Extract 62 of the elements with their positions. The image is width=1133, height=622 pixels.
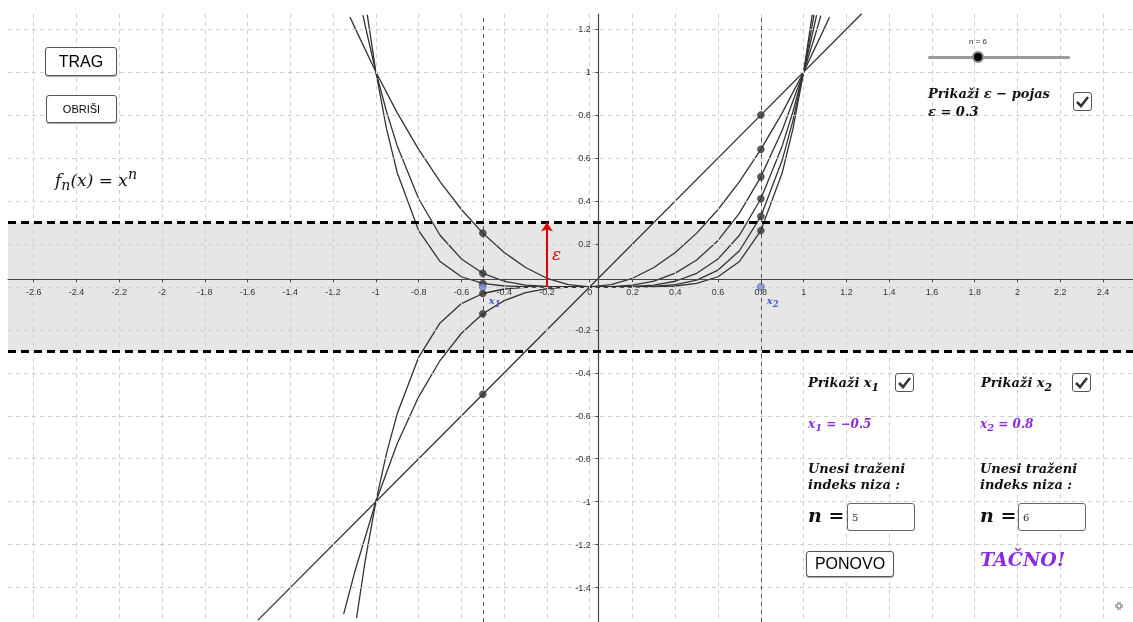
y-tick-label: -1 — [582, 496, 591, 507]
x-tick-label: -0.8 — [410, 286, 427, 297]
annotation: n = — [808, 504, 845, 526]
x-tick-label: 1.8 — [968, 286, 981, 297]
annotation: Prikaži x$_{1}$ — [808, 375, 880, 394]
x-tick-label: 2.4 — [1096, 286, 1110, 297]
y-tick-label: 0.8 — [578, 109, 591, 120]
annotation: ε = 0.3 — [928, 104, 979, 119]
x-tick-label: -2 — [157, 286, 166, 297]
x-tick-label: 1.4 — [882, 286, 896, 297]
button: TRAG — [45, 47, 117, 76]
x-tick-label: 0.4 — [669, 286, 682, 297]
x-tick-label: 0 — [587, 286, 593, 297]
x-tick-label: 2 — [1015, 286, 1021, 297]
annotation: PONOVO — [814, 555, 886, 573]
x-tick-label: 0.8 — [754, 286, 768, 297]
x-tick-label: -1.6 — [239, 286, 256, 297]
button: OBRIŠI — [46, 95, 117, 123]
annotation: TAČNO! — [980, 548, 1066, 570]
annotation: Unesi traženi indeks niza : — [808, 461, 907, 493]
annotation: Prikaži x$_{2}$ — [981, 375, 1053, 394]
annotation: OBRIŠI — [62, 103, 101, 115]
x-tick-label: -0.6 — [453, 286, 470, 297]
x-tick-label: -1.8 — [197, 286, 213, 297]
annotation: f$_{n}$(x) = x$^{n}$ — [55, 166, 138, 194]
x-tick-label: -1.4 — [282, 286, 299, 297]
annotation: TRAG — [58, 52, 104, 71]
x-tick-label: 1 — [801, 286, 807, 297]
annotation: Prikaži ε − pojas — [928, 86, 1050, 101]
y-tick-label: 0.2 — [578, 238, 591, 249]
annotation: x$_{2}$ — [766, 294, 779, 309]
annotation: x$_{1}$ — [488, 294, 501, 309]
x-tick-label: -2.2 — [111, 286, 127, 297]
y-tick-label: -0.6 — [575, 410, 591, 421]
y-tick-label: -0.4 — [575, 367, 591, 378]
x-tick-label: 1.6 — [925, 286, 939, 297]
x-tick-label: 0.2 — [626, 286, 639, 297]
y-tick-label: 0.4 — [578, 195, 591, 206]
x-tick-label: -2.6 — [25, 286, 42, 297]
y-tick-label: -1.4 — [575, 582, 591, 593]
annotation: Unesi traženi indeks niza : — [980, 461, 1079, 493]
y-tick-label: -0.8 — [575, 453, 591, 464]
x-tick-label: -0.2 — [539, 286, 555, 297]
y-tick-label: 0.6 — [578, 152, 591, 163]
annotation: ε — [551, 244, 562, 265]
y-tick-label: -1.2 — [575, 539, 591, 550]
y-tick-label: 1 — [585, 67, 591, 78]
x-tick-label: -1.2 — [325, 286, 341, 297]
x-tick-label: 0.6 — [711, 286, 725, 297]
y-tick-label: -0.2 — [575, 324, 591, 335]
text-field: 5 — [847, 503, 915, 531]
annotation: n = — [980, 504, 1017, 526]
x-tick-label: 1.2 — [840, 286, 853, 297]
annotation: x$_{1}$ = −0.5 — [808, 417, 872, 434]
text-field: 6 — [1018, 503, 1086, 531]
x-tick-label: -2.4 — [68, 286, 85, 297]
x-tick-label: 2.2 — [1054, 286, 1067, 297]
button: PONOVO — [806, 551, 894, 577]
annotation: n = 6 — [969, 37, 988, 46]
annotation: x$_{2}$ = 0.8 — [980, 417, 1034, 434]
y-tick-label: 1.2 — [578, 24, 591, 35]
x-tick-label: -1 — [371, 286, 380, 297]
